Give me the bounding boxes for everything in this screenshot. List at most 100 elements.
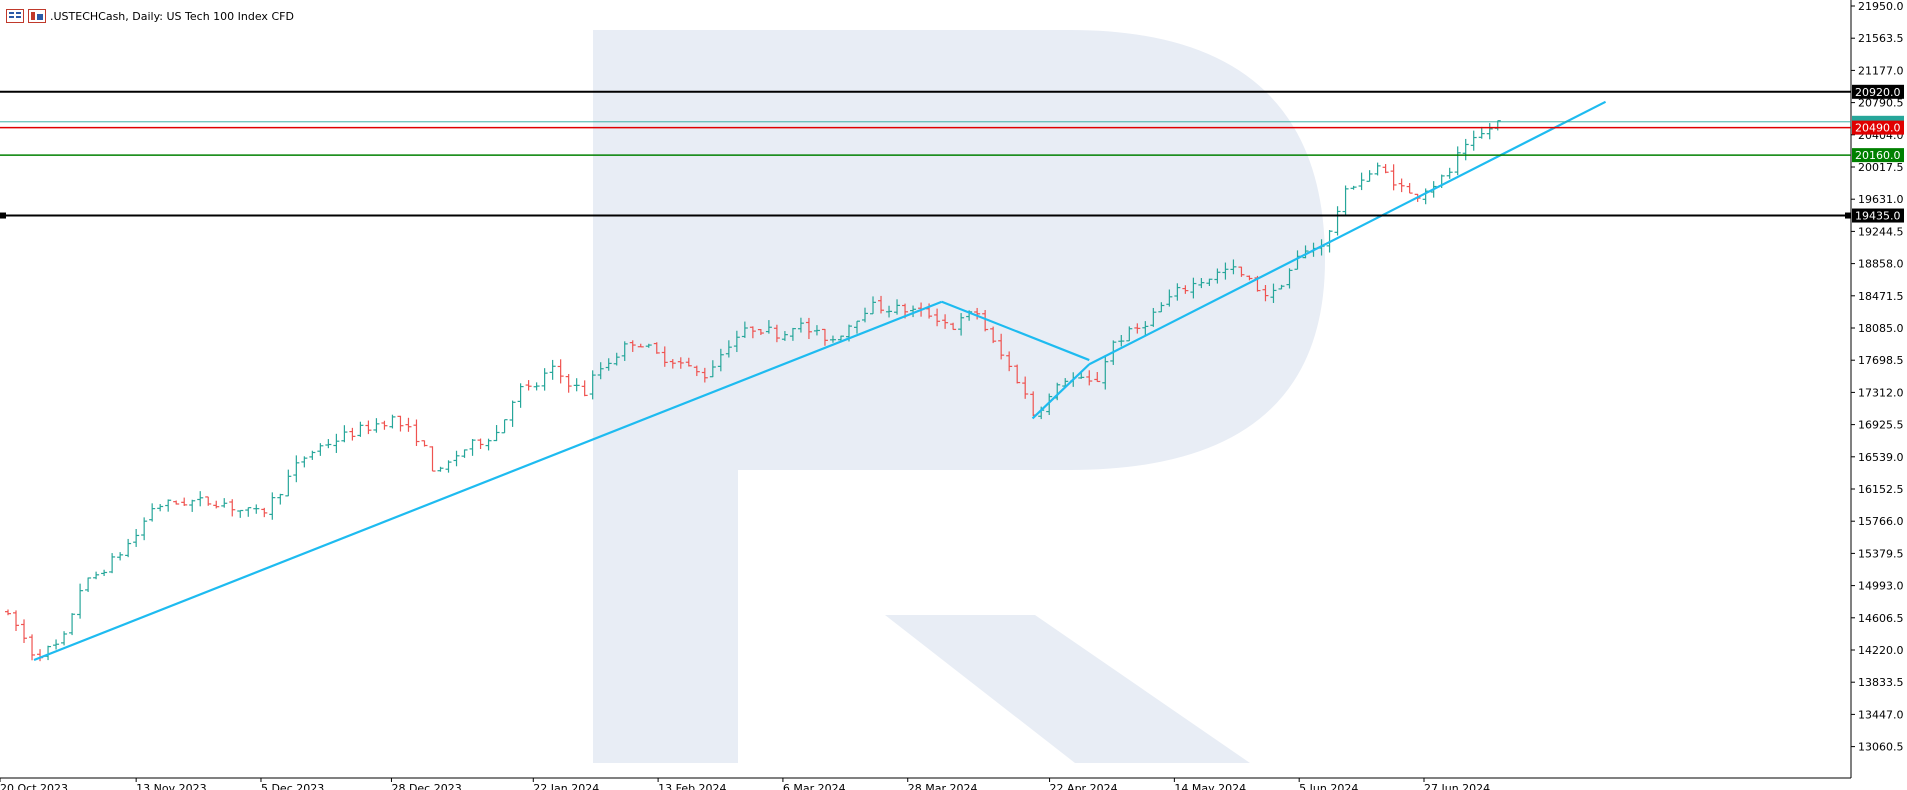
time-tick-label: 13 Feb 2024 [658,782,726,790]
candle [645,343,652,348]
time-tick-label: 5 Jun 2024 [1299,782,1358,790]
candle [757,329,764,336]
candle [1486,123,1493,140]
candle [886,305,893,318]
candle [605,358,612,371]
candle [525,380,532,391]
candle [974,307,981,320]
candle [229,499,236,517]
candle [485,438,492,451]
candle [333,433,340,453]
candle [813,325,820,336]
level-label: 19435.0 [1855,210,1901,223]
candle [581,380,588,397]
trendlines[interactable] [33,100,1607,662]
candle [1238,266,1245,277]
candle [421,440,428,447]
candle [1246,275,1253,281]
candle [1358,172,1365,191]
candle [1334,206,1341,236]
candle [621,341,628,361]
candle [125,538,132,558]
time-tick-label: 28 Dec 2023 [391,782,461,790]
price-tick-label: 15379.5 [1858,547,1904,560]
candle [1166,289,1173,307]
candle [942,314,949,329]
trendline[interactable] [1031,363,1091,420]
trendline[interactable] [1088,100,1607,366]
candle [5,609,11,616]
candle [1454,146,1461,176]
candle [285,469,292,497]
time-tick-label: 6 Mar 2024 [783,782,846,790]
candle [741,321,748,338]
candle [661,346,668,367]
candle [1398,178,1405,193]
candle [237,509,244,518]
candle [165,499,172,512]
price-tick-label: 16539.0 [1858,451,1904,464]
candle [533,382,540,391]
candle [357,421,364,437]
candle [301,456,308,468]
logo-watermark [593,30,1325,763]
level-label-bg [1852,208,1904,223]
candle [189,499,196,512]
time-tick-label: 13 Nov 2023 [136,782,206,790]
candle [101,569,108,577]
candle [821,328,828,346]
candle [197,491,204,507]
candle [805,317,812,340]
candle [1102,355,1109,390]
candle [341,425,348,443]
price-tick-label: 14220.0 [1858,644,1904,657]
level-handle-right[interactable] [1845,212,1851,219]
candle [565,374,572,393]
candle [1286,268,1293,289]
candle [13,610,20,631]
price-tick-label: 16925.5 [1858,419,1904,432]
candle [1342,185,1349,216]
price-tick-label: 13447.0 [1858,708,1904,721]
price-tick-label: 16152.5 [1858,483,1904,496]
candle [701,367,708,383]
candle [958,313,965,336]
candle [1198,278,1205,289]
candle [221,498,228,508]
indicators-icon[interactable] [28,9,46,23]
candle [1046,393,1053,416]
candle [61,631,68,646]
candle [1478,126,1485,139]
candle [549,359,556,380]
candle [373,418,380,433]
price-tick-label: 18085.0 [1858,322,1904,335]
candle [589,370,596,400]
candle [509,400,516,427]
candle [157,504,164,512]
candle [878,295,885,314]
candle [1390,164,1397,191]
candle [669,359,676,369]
price-tick-label: 21950.0 [1858,0,1904,13]
level-handle-left[interactable] [0,212,6,219]
trendline[interactable] [33,300,943,662]
price-tick-label: 14606.5 [1858,612,1904,625]
candle [1462,138,1469,161]
candle [1206,278,1213,287]
candle [1270,283,1277,303]
candle [517,383,524,408]
chart-type-icon[interactable] [6,9,24,23]
price-tick-label: 13833.5 [1858,676,1904,689]
candle [245,507,252,517]
trendline[interactable] [941,300,1090,362]
candle [1094,372,1101,383]
candle [1406,183,1413,194]
candle [1262,285,1269,302]
candle [85,577,92,592]
candle [261,507,268,518]
candle [1470,130,1477,151]
candle [597,362,604,380]
candle [445,460,452,473]
